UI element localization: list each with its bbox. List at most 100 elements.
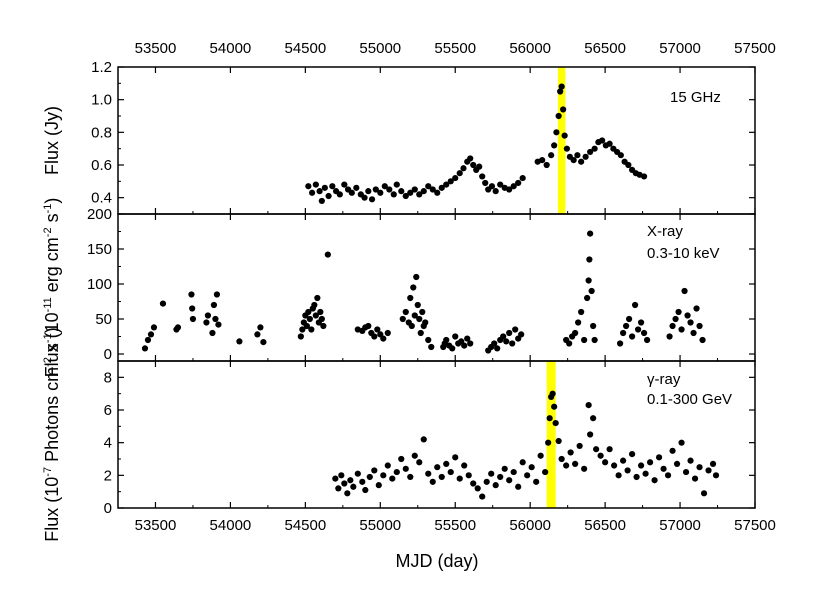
data-point-xray — [699, 336, 706, 344]
y-axis-label-part: Flux (10 — [42, 312, 62, 377]
y-axis-label-part: -11 — [42, 297, 54, 312]
data-point-gamma — [572, 460, 579, 467]
x-tick-label-top: 55000 — [359, 40, 401, 57]
data-point-gamma — [492, 482, 499, 489]
y-axis-label-part: ) — [42, 198, 62, 204]
data-point-xray — [365, 322, 372, 330]
data-point-radio — [341, 181, 348, 188]
data-point-radio — [617, 152, 624, 159]
data-point-radio — [321, 184, 328, 191]
data-point-gamma — [335, 485, 342, 492]
data-point-xray — [203, 319, 210, 326]
data-point-radio — [312, 181, 319, 188]
data-point-xray — [303, 322, 310, 330]
y-axis-label-part: -1 — [42, 204, 54, 214]
data-point-gamma — [593, 446, 600, 453]
data-point-gamma — [344, 490, 351, 497]
data-point-gamma — [705, 467, 712, 474]
data-point-radio — [438, 184, 445, 191]
data-point-radio — [625, 161, 632, 169]
data-point-gamma — [646, 459, 654, 466]
data-point-xray — [144, 336, 152, 344]
data-point-radio — [488, 183, 496, 190]
data-point-gamma — [380, 472, 387, 479]
data-point-xray — [443, 336, 450, 344]
data-point-xray — [669, 322, 676, 330]
gamma-annotation-line2: 0.1-300 GeV — [647, 391, 732, 408]
x-tick-label-bottom: 55500 — [434, 517, 476, 534]
data-point-xray — [586, 256, 593, 263]
data-point-gamma — [341, 480, 348, 487]
data-point-xray — [461, 342, 468, 349]
data-point-gamma — [558, 455, 565, 463]
data-point-gamma — [443, 460, 450, 467]
data-point-xray — [640, 329, 648, 337]
data-point-xray — [159, 300, 167, 307]
y-axis-label-part: -2 — [42, 357, 54, 367]
x-tick-label-top: 57500 — [734, 40, 776, 57]
data-point-gamma — [651, 477, 658, 484]
data-point-radio — [398, 188, 405, 195]
data-point-xray — [494, 345, 501, 352]
data-point-gamma — [545, 439, 552, 446]
axes-layer — [117, 66, 756, 509]
y-axis-label-part: Photons cm — [42, 367, 62, 467]
x-tick-label-top: 55500 — [434, 40, 476, 57]
data-point-radio — [386, 186, 393, 193]
data-point-xray — [210, 301, 218, 309]
data-point-gamma — [678, 439, 685, 446]
data-point-gamma — [700, 490, 708, 497]
data-point-xray — [681, 287, 688, 295]
data-point-xray — [578, 308, 585, 316]
data-point-gamma — [615, 472, 622, 479]
data-point-xray — [572, 329, 579, 337]
data-point-gamma — [563, 462, 570, 469]
data-point-xray — [637, 319, 645, 326]
data-point-xray — [254, 331, 261, 338]
data-point-xray — [257, 324, 264, 331]
data-point-xray — [306, 315, 313, 323]
x-tick-label-bottom: 54500 — [284, 517, 326, 534]
data-point-xray — [425, 336, 432, 344]
data-point-radio — [353, 184, 360, 191]
data-point-radio — [515, 179, 522, 187]
data-point-radio — [574, 152, 581, 159]
data-point-radio — [460, 165, 467, 172]
data-point-gamma — [587, 431, 594, 438]
data-point-xray — [209, 329, 216, 337]
data-point-radio — [336, 191, 343, 198]
data-point-gamma — [709, 460, 717, 467]
data-point-radio — [506, 186, 513, 193]
data-point-xray — [617, 340, 624, 347]
data-point-gamma — [452, 454, 459, 461]
data-point-radio — [434, 189, 441, 196]
data-point-radio — [543, 161, 550, 169]
data-point-gamma — [642, 470, 649, 477]
data-point-radio — [519, 174, 526, 182]
data-point-xray — [693, 305, 700, 312]
data-points-layer — [141, 83, 720, 500]
y-tick-label: 8 — [104, 369, 112, 386]
data-point-xray — [587, 230, 594, 237]
x-tick-label-top: 54500 — [284, 40, 326, 57]
data-point-xray — [591, 336, 598, 344]
y-axis-label-part: -7 — [42, 467, 54, 477]
data-point-gamma — [611, 462, 618, 469]
data-point-xray — [371, 333, 378, 340]
data-point-radio — [553, 129, 560, 136]
data-point-xray — [312, 312, 319, 319]
data-point-radio — [390, 191, 397, 198]
data-point-gamma — [354, 470, 361, 477]
data-point-xray — [581, 336, 588, 344]
data-point-radio — [492, 188, 499, 195]
data-point-gamma — [506, 477, 513, 484]
highlight-band-radio — [557, 67, 566, 214]
y-tick-label: 0.8 — [91, 124, 112, 141]
data-point-xray — [215, 321, 222, 328]
data-point-radio — [443, 181, 450, 188]
data-point-radio — [420, 188, 427, 195]
data-point-xray — [690, 329, 697, 337]
data-point-gamma — [606, 446, 613, 453]
x-tick-label-bottom: 55000 — [359, 517, 401, 534]
